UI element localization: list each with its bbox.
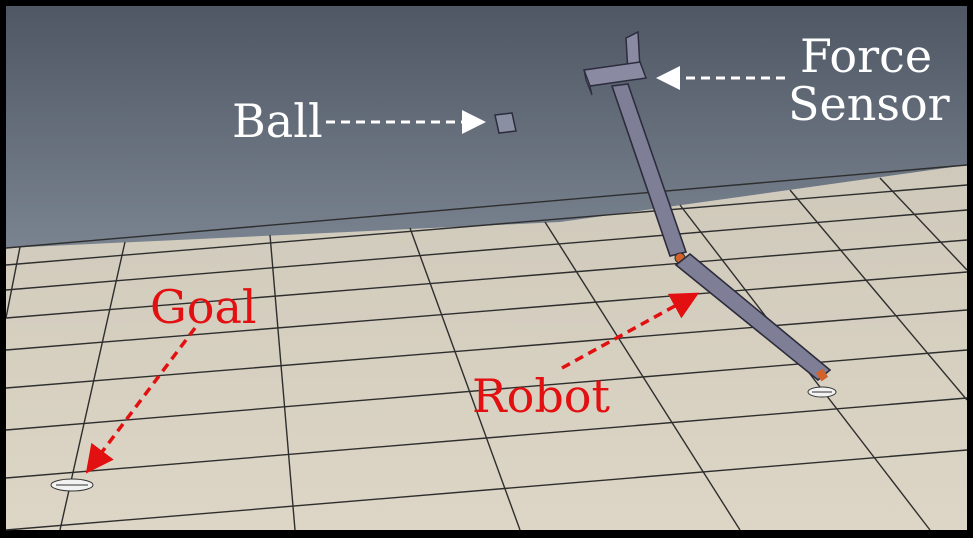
- robot-upper-link: [610, 83, 688, 257]
- force-sensor-label-line1: Force: [800, 29, 932, 83]
- force-sensor-label-line2: Sensor: [788, 77, 950, 131]
- goal-marker: [50, 478, 94, 492]
- robot-arrow: [561, 292, 700, 370]
- robot-base-marker: [807, 386, 837, 398]
- robot-lower-link: [674, 252, 832, 382]
- ball: [494, 112, 517, 134]
- robot-label: Robot: [472, 369, 610, 423]
- tiled-floor: [6, 165, 967, 530]
- floor-grid: [5, 164, 968, 531]
- goal-label: Goal: [150, 280, 257, 334]
- ball-label: Ball: [232, 94, 323, 148]
- force-sensor: [582, 30, 648, 96]
- robot: [582, 30, 837, 398]
